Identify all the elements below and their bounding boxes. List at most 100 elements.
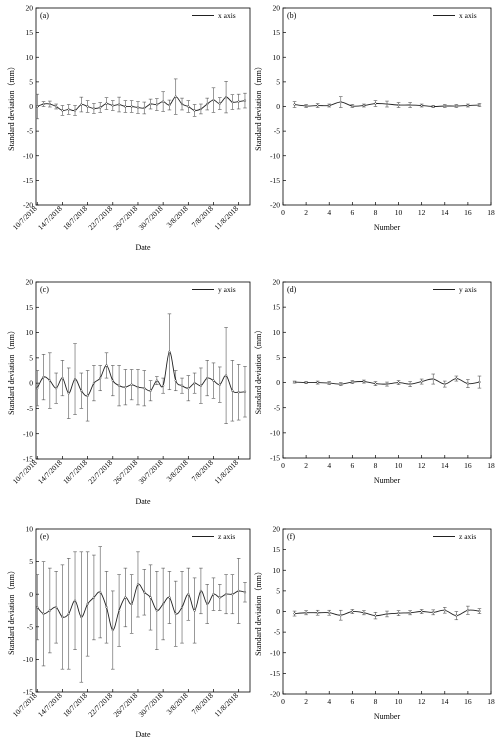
data-point xyxy=(54,387,58,390)
data-point xyxy=(420,380,423,383)
x-tick-label: 2 xyxy=(304,461,308,470)
x-tick-label: 4 xyxy=(327,461,331,470)
x-tick-label: 8 xyxy=(374,461,378,470)
x-tick-label: 18/7/2018 xyxy=(61,691,89,719)
x-tick-label: 18/7/2018 xyxy=(61,204,89,232)
series-line xyxy=(36,583,246,631)
data-point xyxy=(180,102,184,106)
x-tick-label: 11/8/2018 xyxy=(212,691,240,719)
data-point xyxy=(478,103,481,107)
data-point xyxy=(36,105,39,108)
y-axis-label: Standard deviation（mm） xyxy=(7,326,16,415)
x-tick-label: 3/8/2018 xyxy=(165,204,190,229)
plot-frame xyxy=(282,281,492,459)
panel-label: (d) xyxy=(287,285,297,294)
y-tick-label: -15 xyxy=(23,455,33,464)
data-point xyxy=(455,614,458,617)
plot-frame xyxy=(35,7,251,206)
data-point xyxy=(92,107,96,110)
y-tick-label: -15 xyxy=(23,176,33,185)
data-point xyxy=(193,609,196,612)
chart-panel-2: -20 -15 -10 -5 0 5 10 15 20 0 2 4 6 8 10 12 14 16 18 Number… xyxy=(254,4,495,232)
x-tick-label: 30/7/2018 xyxy=(137,691,165,719)
y-tick-label: -5 xyxy=(27,127,33,136)
y-tick-label: 0 xyxy=(276,607,280,616)
data-point xyxy=(316,611,319,614)
data-point xyxy=(67,612,70,615)
y-tick-label: -15 xyxy=(23,688,33,697)
data-point xyxy=(36,387,39,390)
x-tick-label: 12 xyxy=(418,697,426,706)
x-tick-label: 0 xyxy=(281,208,285,217)
data-point xyxy=(224,374,228,377)
data-point xyxy=(80,103,83,106)
chart-panel-3: -15-10-50510152010/7/201814/7/201818/7/2… xyxy=(7,278,251,506)
data-point xyxy=(99,106,102,109)
data-point xyxy=(432,377,435,381)
data-point xyxy=(231,389,234,392)
series-line xyxy=(36,351,246,397)
data-point xyxy=(61,109,64,112)
y-tick-label: 20 xyxy=(273,525,281,534)
data-point xyxy=(155,609,158,612)
y-tick-label: -15 xyxy=(270,669,280,678)
x-tick-label: 14 xyxy=(441,461,449,470)
y-tick-label: 10 xyxy=(273,53,281,62)
data-point xyxy=(212,98,215,102)
y-tick-label: 10 xyxy=(26,328,34,337)
data-point xyxy=(42,375,45,379)
y-tick-label: 20 xyxy=(26,4,34,13)
x-axis-label: Number xyxy=(374,223,401,232)
x-tick-label: 26/7/2018 xyxy=(112,691,140,719)
data-point xyxy=(54,105,58,108)
y-tick-label: -5 xyxy=(274,628,280,637)
y-tick-label: 0 xyxy=(29,590,33,599)
data-point xyxy=(42,102,45,106)
y-tick-label: 5 xyxy=(276,586,280,595)
data-point xyxy=(136,106,140,109)
data-point xyxy=(105,102,108,105)
data-point xyxy=(351,104,354,108)
y-tick-label: -10 xyxy=(23,655,33,664)
data-point xyxy=(293,103,296,106)
data-point xyxy=(206,102,209,106)
data-point xyxy=(149,102,152,106)
data-point xyxy=(168,350,171,353)
data-point xyxy=(206,602,209,606)
y-tick-label: -10 xyxy=(270,151,280,160)
data-point xyxy=(316,104,319,107)
data-point xyxy=(328,381,331,385)
data-point xyxy=(218,596,221,599)
x-axis-label: Date xyxy=(135,243,151,252)
data-point xyxy=(339,614,342,617)
y-tick-label: 0 xyxy=(29,379,33,388)
y-tick-label: -5 xyxy=(27,404,33,413)
y-axis-label: Standard deviation（mm） xyxy=(254,326,263,415)
x-tick-label: 10 xyxy=(395,461,403,470)
x-tick-label: 26/7/2018 xyxy=(112,458,140,486)
y-tick-label: 15 xyxy=(273,28,281,37)
data-point xyxy=(124,386,127,389)
data-point xyxy=(86,602,89,606)
y-tick-label: -20 xyxy=(270,690,280,699)
data-point xyxy=(143,387,146,390)
data-point xyxy=(397,103,400,107)
data-point xyxy=(443,382,446,386)
data-point xyxy=(408,611,412,614)
data-point xyxy=(339,100,342,104)
data-point xyxy=(174,95,177,98)
data-point xyxy=(237,100,240,103)
data-point xyxy=(466,382,470,385)
x-tick-label: 10 xyxy=(395,208,403,217)
data-point xyxy=(397,612,400,615)
x-tick-label: 12 xyxy=(418,461,426,470)
data-point xyxy=(86,394,89,397)
series-line xyxy=(37,96,246,112)
y-tick-label: 5 xyxy=(276,77,280,86)
data-point xyxy=(174,379,177,382)
data-point xyxy=(237,589,240,593)
y-tick-label: -15 xyxy=(270,454,280,463)
x-tick-label: 6 xyxy=(350,461,354,470)
data-point xyxy=(161,602,165,606)
data-point xyxy=(187,387,190,390)
